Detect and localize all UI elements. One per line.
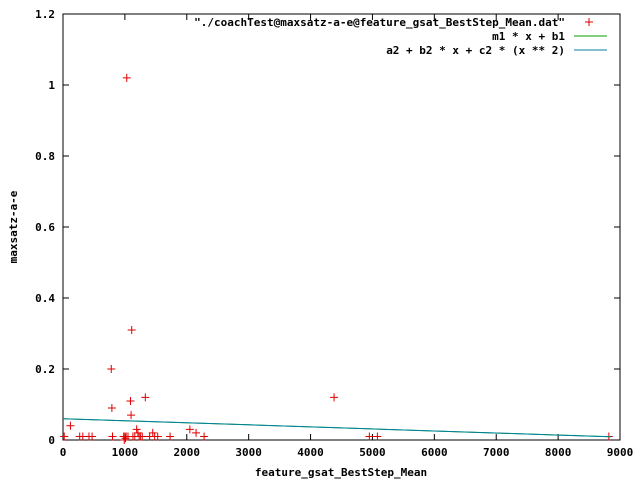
data-point-marker bbox=[66, 421, 75, 430]
y-tick-label: 0.2 bbox=[35, 363, 55, 376]
legend-label: "./coachTest@maxsatz-a-e@feature_gsat_Be… bbox=[194, 16, 565, 29]
data-point-marker bbox=[107, 404, 116, 413]
data-point-marker bbox=[330, 393, 339, 402]
data-point-marker bbox=[141, 393, 150, 402]
legend-marker bbox=[585, 18, 593, 26]
series-layer bbox=[60, 73, 613, 444]
data-point-marker bbox=[60, 432, 69, 441]
data-point-marker bbox=[200, 432, 209, 441]
data-point-marker bbox=[138, 432, 147, 441]
data-point-marker bbox=[126, 396, 135, 405]
x-tick-label: 0 bbox=[60, 446, 67, 459]
legend-label: a2 + b2 * x + c2 * (x ** 2) bbox=[386, 44, 565, 57]
x-tick-label: 9000 bbox=[607, 446, 634, 459]
data-point-marker bbox=[153, 432, 162, 441]
data-point-marker bbox=[127, 325, 136, 334]
data-point-marker bbox=[88, 432, 97, 441]
x-tick-label: 1000 bbox=[112, 446, 139, 459]
legend-label: m1 * x + b1 bbox=[492, 30, 565, 43]
y-tick-label: 0.6 bbox=[35, 221, 55, 234]
y-tick-label: 0 bbox=[48, 434, 55, 447]
data-point-marker bbox=[132, 425, 141, 434]
x-axis-label: feature_gsat_BestStep_Mean bbox=[255, 466, 427, 479]
y-tick-label: 0.8 bbox=[35, 150, 55, 163]
tick-group: 0 1000 2000 3000 4000 5000 6000 7000 8000 9000 0 0.… bbox=[35, 8, 633, 459]
x-tick-label: 5000 bbox=[359, 446, 386, 459]
y-tick-label: 1 bbox=[48, 79, 55, 92]
series-line bbox=[62, 418, 611, 438]
x-tick-label: 4000 bbox=[297, 446, 324, 459]
x-tick-label: 3000 bbox=[235, 446, 262, 459]
y-tick-label: 0.4 bbox=[35, 292, 55, 305]
data-point-marker bbox=[148, 428, 157, 437]
series-0 bbox=[60, 73, 613, 444]
data-point-marker bbox=[373, 432, 382, 441]
data-point-marker bbox=[365, 432, 374, 441]
data-point-marker bbox=[120, 436, 129, 444]
y-axis-label: maxsatz-a-e bbox=[7, 190, 20, 263]
data-point-marker bbox=[185, 425, 194, 434]
data-point-marker bbox=[122, 73, 131, 82]
data-point-marker bbox=[107, 365, 116, 373]
y-tick-label: 1.2 bbox=[35, 8, 55, 21]
plot-area bbox=[62, 13, 621, 441]
x-tick-label: 6000 bbox=[421, 446, 448, 459]
legend: "./coachTest@maxsatz-a-e@feature_gsat_Be… bbox=[194, 16, 607, 57]
data-point-marker bbox=[127, 411, 136, 420]
data-point-marker bbox=[166, 432, 175, 441]
x-tick-label: 8000 bbox=[545, 446, 572, 459]
data-point-marker bbox=[192, 428, 201, 437]
series-2 bbox=[62, 418, 611, 438]
x-tick-label: 2000 bbox=[174, 446, 201, 459]
data-point-marker bbox=[108, 432, 117, 441]
x-tick-label: 7000 bbox=[483, 446, 510, 459]
